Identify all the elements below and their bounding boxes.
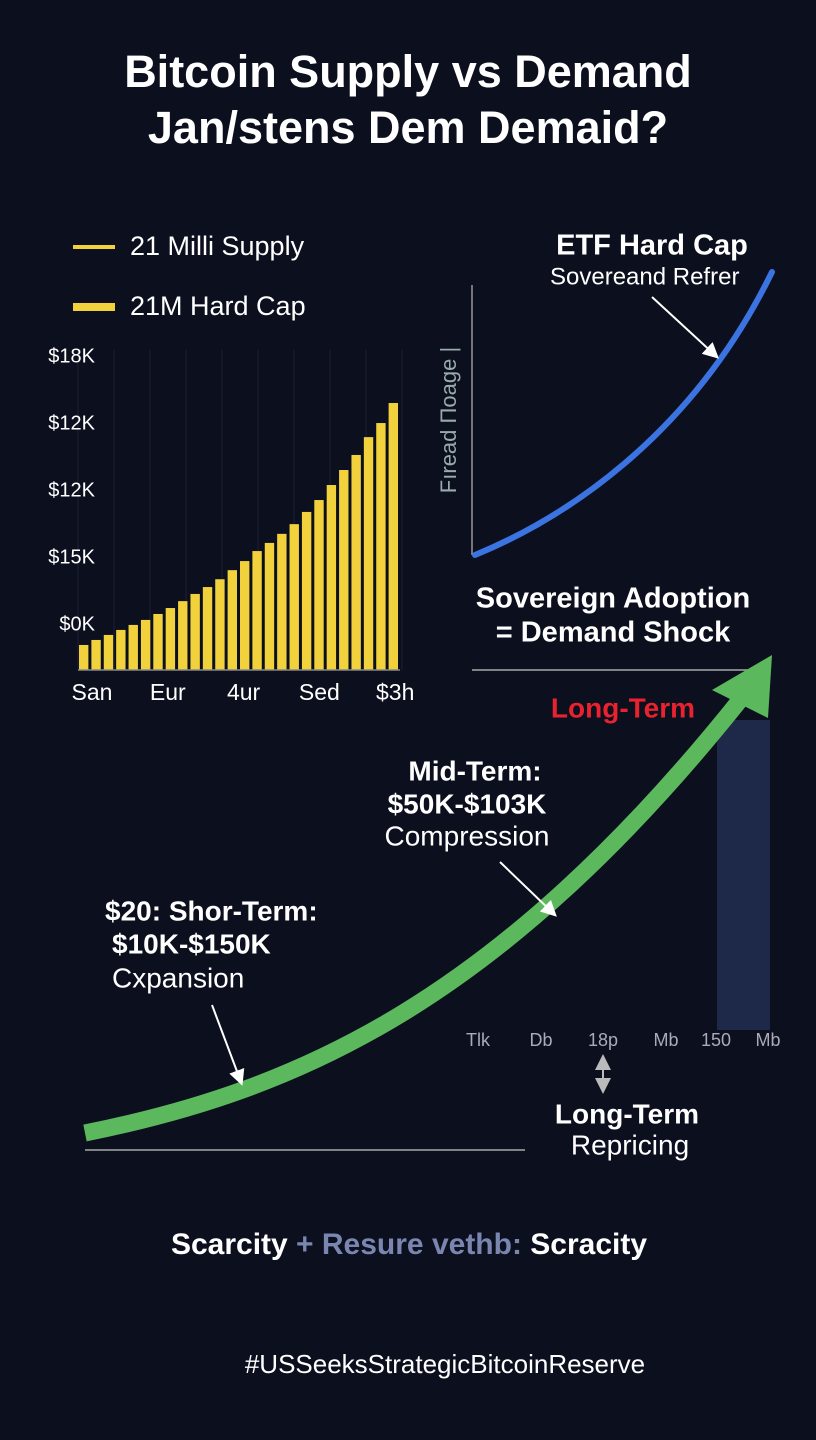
x-tick-label: Db: [529, 1030, 552, 1050]
bar: [351, 454, 361, 670]
bar: [240, 561, 250, 670]
bar: [116, 629, 126, 670]
column: [717, 720, 770, 1030]
arrow: [211, 1004, 245, 1086]
bar: [252, 551, 262, 670]
arrow: [651, 296, 719, 359]
heading: = Demand Shock: [496, 617, 731, 649]
curve: [472, 269, 775, 558]
label: Compression: [385, 820, 550, 851]
label: Cxpansion: [112, 962, 244, 993]
bar-chart: $18K $12K $12K $15K $0K San Eur 4ur Sed $3h: [48, 345, 414, 705]
bar: [277, 533, 287, 670]
bar: [363, 437, 374, 670]
y-tick-label: $12K: [48, 412, 95, 434]
legend-label: 21M Hard Cap: [130, 291, 306, 321]
heading: Sovereign Adoption: [476, 583, 750, 615]
bar: [264, 542, 275, 670]
bar: [103, 634, 114, 670]
y-tick-label: $12K: [48, 479, 95, 501]
x-labels: Tlk Db 18p Mb 150 Mb: [466, 1030, 781, 1050]
x-tick-label: Eur: [150, 679, 186, 705]
arrow-head: [712, 655, 772, 718]
footer-text: Scarcity + Resure vethb: Scracity: [171, 1228, 647, 1261]
x-tick-label: Mb: [653, 1030, 678, 1050]
label: Repricing: [571, 1129, 689, 1160]
bar: [227, 570, 237, 670]
label: Mid-Term:: [408, 755, 541, 786]
x-tick-label: $3h: [376, 679, 414, 705]
y-tick-label: $0K: [59, 613, 95, 635]
panel-subtitle: Sovereand Refrer: [550, 263, 739, 290]
text: + Resure vethb:: [288, 1228, 531, 1261]
bar: [79, 644, 89, 670]
bar: [388, 403, 398, 670]
label: $50K-$103K: [388, 788, 547, 819]
bar: [376, 423, 386, 670]
axis-label: Fıread Πoage |: [436, 347, 461, 493]
legend-label: 21 Milli Supply: [130, 231, 305, 261]
label: $20: Shor-Term:: [105, 895, 318, 926]
title: Jan/stens Dem Demaid?: [148, 102, 668, 153]
bar: [326, 485, 337, 670]
bar: [339, 469, 349, 670]
growth-arrow: [83, 694, 747, 1142]
x-tick-label: Sed: [299, 679, 340, 705]
label: $10K-$150K: [112, 928, 271, 959]
hashtag: #USSeeksStrategicBitcoinReserve: [245, 1349, 645, 1379]
x-tick-label: Tlk: [466, 1030, 491, 1050]
text: Scarcity: [171, 1228, 288, 1261]
y-tick-label: $15K: [48, 546, 95, 568]
y-tick-label: $18K: [48, 345, 95, 367]
arrow: [499, 861, 557, 917]
bar: [215, 579, 225, 670]
bar: [314, 500, 324, 670]
bar: [178, 601, 188, 670]
x-tick-label: 150: [701, 1030, 731, 1050]
x-tick-label: 18p: [588, 1030, 618, 1050]
title: Bitcoin Supply vs Demand: [124, 46, 692, 97]
text: Scracity: [530, 1228, 647, 1261]
bar: [128, 624, 138, 670]
x-tick-label: San: [72, 679, 113, 705]
panel-title: ETF Hard Cap: [556, 230, 748, 262]
bar: [153, 613, 163, 670]
x-tick-label: Mb: [755, 1030, 780, 1050]
bar: [202, 587, 213, 670]
bar: [140, 619, 151, 670]
bar: [301, 511, 312, 670]
x-tick-label: 4ur: [227, 679, 261, 705]
bar: [91, 639, 101, 670]
bar: [165, 608, 176, 670]
bar: [190, 593, 200, 670]
bar: [289, 524, 299, 670]
label: Long-Term: [555, 1098, 699, 1129]
label: Long-Term: [551, 692, 695, 723]
